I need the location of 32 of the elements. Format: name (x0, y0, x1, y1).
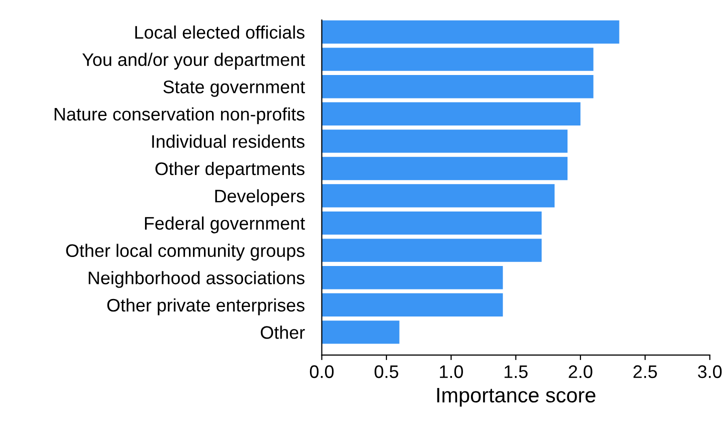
y-tick-label: Other local community groups (66, 244, 304, 261)
x-tick-label: 2.0 (568, 365, 592, 378)
x-tick-label: 0.5 (374, 365, 398, 378)
bar (322, 48, 594, 71)
y-tick-label: Neighborhood associations (88, 271, 304, 288)
y-tick-label: State government (163, 80, 305, 97)
y-tick-label: Other departments (155, 162, 304, 179)
y-tick-label: Local elected officials (135, 25, 304, 39)
bar (322, 320, 400, 344)
bar (322, 75, 594, 98)
x-tick-label: 2.5 (633, 365, 657, 378)
bar (322, 102, 580, 126)
bar (322, 238, 542, 262)
bar (322, 156, 568, 180)
y-tick-label: You and/or your department (82, 52, 305, 70)
x-tick-label: 1.5 (504, 365, 528, 378)
y-tick-label: Other private enterprises (107, 298, 304, 316)
y-tick-label: Individual residents (152, 134, 304, 148)
x-tick-label: 0.0 (310, 365, 334, 378)
bar (322, 211, 542, 235)
bar (322, 130, 568, 153)
bar (322, 266, 503, 290)
bar (322, 184, 555, 208)
y-tick-label: Nature conservation non-profits (54, 107, 304, 124)
bar (322, 20, 620, 44)
y-tick-label: Developers (215, 189, 304, 206)
x-axis-title: Importance score (437, 388, 596, 407)
x-tick-label: 3.0 (698, 365, 722, 378)
x-tick-label: 1.0 (440, 365, 463, 378)
y-tick-label: Other (260, 326, 305, 339)
bar (322, 293, 503, 316)
y-tick-label: Federal government (145, 216, 305, 234)
